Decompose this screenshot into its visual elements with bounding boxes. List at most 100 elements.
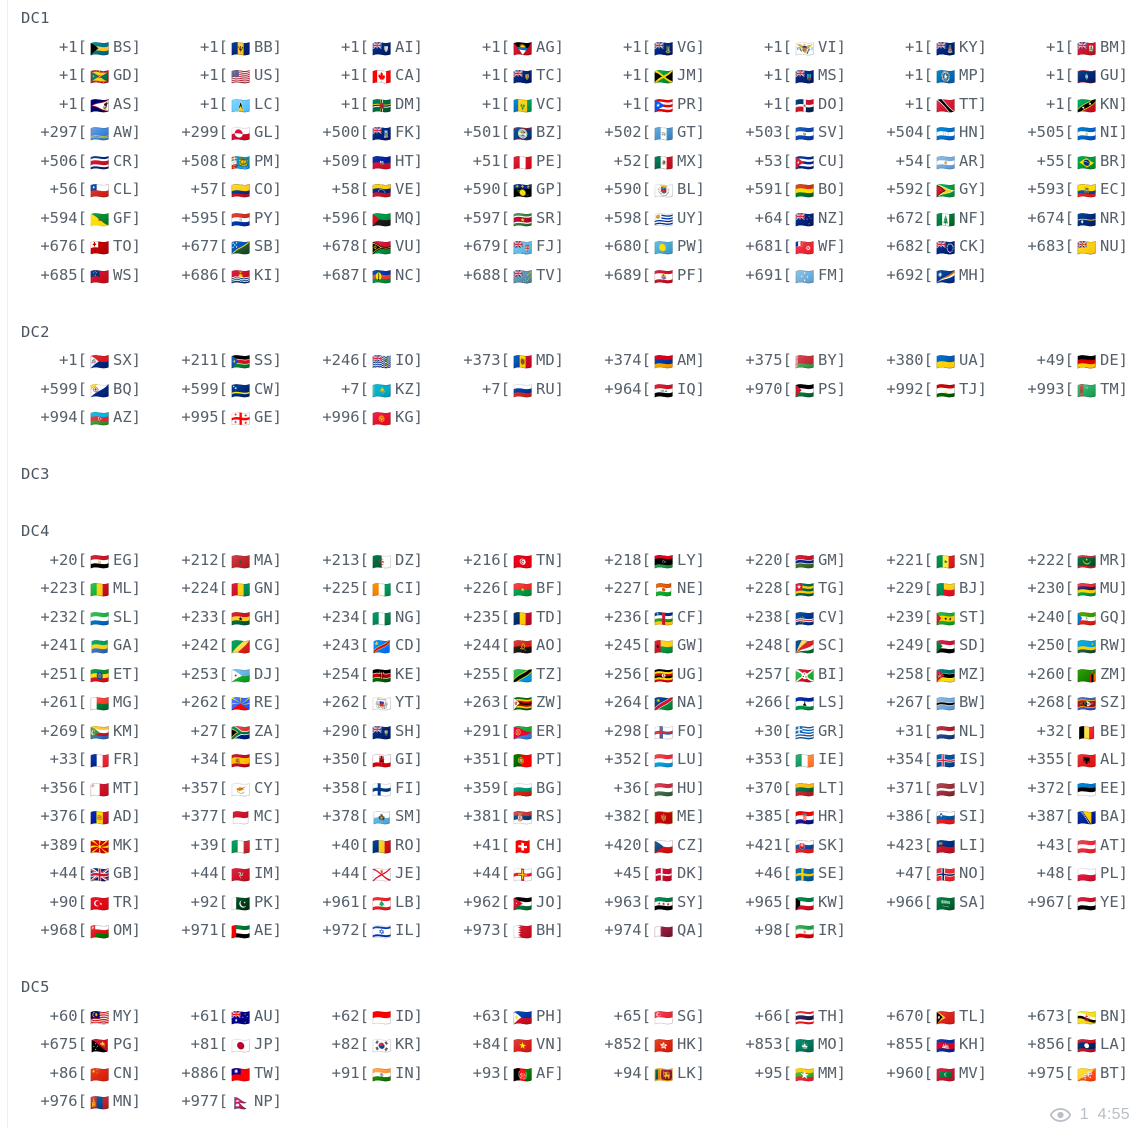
country-entry[interactable]: +39[🇮🇹IT] — [141, 831, 282, 860]
country-entry[interactable]: +502[🇬🇹GT] — [564, 118, 705, 147]
country-entry[interactable]: +599[🇨🇼CW] — [141, 375, 282, 404]
country-entry[interactable]: +355[🇦🇱AL] — [987, 745, 1128, 774]
country-entry[interactable]: +382[🇲🇪ME] — [564, 802, 705, 831]
country-entry[interactable]: +593[🇪🇨EC] — [987, 175, 1128, 204]
country-entry[interactable]: +66[🇹🇭TH] — [705, 1002, 846, 1031]
country-entry[interactable]: +267[🇧🇼BW] — [846, 688, 987, 717]
country-entry[interactable]: +90[🇹🇷TR] — [0, 888, 141, 917]
country-entry[interactable]: +48[🇵🇱PL] — [987, 859, 1128, 888]
country-entry[interactable]: +57[🇨🇴CO] — [141, 175, 282, 204]
country-entry[interactable]: +350[🇬🇮GI] — [282, 745, 423, 774]
country-entry[interactable]: +420[🇨🇿CZ] — [564, 831, 705, 860]
country-entry[interactable]: +672[🇳🇫NF] — [846, 204, 987, 233]
country-entry[interactable]: +242[🇨🇬CG] — [141, 631, 282, 660]
country-entry[interactable]: +33[🇫🇷FR] — [0, 745, 141, 774]
country-entry[interactable]: +64[🇳🇿NZ] — [705, 204, 846, 233]
country-entry[interactable]: +269[🇰🇲KM] — [0, 717, 141, 746]
country-entry[interactable]: +961[🇱🇧LB] — [282, 888, 423, 917]
country-entry[interactable]: +298[🇫🇴FO] — [564, 717, 705, 746]
country-entry[interactable]: +53[🇨🇺CU] — [705, 147, 846, 176]
country-entry[interactable]: +992[🇹🇯TJ] — [846, 375, 987, 404]
country-entry[interactable]: +358[🇫🇮FI] — [282, 774, 423, 803]
country-entry[interactable]: +1[🇩🇲DM] — [282, 90, 423, 119]
country-entry[interactable]: +993[🇹🇲TM] — [987, 375, 1128, 404]
country-entry[interactable]: +254[🇰🇪KE] — [282, 660, 423, 689]
country-entry[interactable]: +260[🇿🇲ZM] — [987, 660, 1128, 689]
country-entry[interactable]: +297[🇦🇼AW] — [0, 118, 141, 147]
country-entry[interactable]: +1[🇺🇸US] — [141, 61, 282, 90]
country-entry[interactable]: +974[🇶🇦QA] — [564, 916, 705, 945]
country-entry[interactable]: +98[🇮🇷IR] — [705, 916, 846, 945]
country-entry[interactable]: +246[🇮🇴IO] — [282, 346, 423, 375]
country-entry[interactable]: +44[🇯🇪JE] — [282, 859, 423, 888]
country-entry[interactable]: +211[🇸🇸SS] — [141, 346, 282, 375]
country-entry[interactable]: +43[🇦🇹AT] — [987, 831, 1128, 860]
country-entry[interactable]: +45[🇩🇰DK] — [564, 859, 705, 888]
country-entry[interactable]: +223[🇲🇱ML] — [0, 574, 141, 603]
country-entry[interactable]: +591[🇧🇴BO] — [705, 175, 846, 204]
country-entry[interactable]: +506[🇨🇷CR] — [0, 147, 141, 176]
country-entry[interactable]: +1[🇦🇮AI] — [282, 33, 423, 62]
country-entry[interactable]: +675[🇵🇬PG] — [0, 1030, 141, 1059]
country-entry[interactable]: +34[🇪🇸ES] — [141, 745, 282, 774]
country-entry[interactable]: +1[🇲🇸MS] — [705, 61, 846, 90]
country-entry[interactable]: +389[🇲🇰MK] — [0, 831, 141, 860]
country-entry[interactable]: +86[🇨🇳CN] — [0, 1059, 141, 1088]
country-entry[interactable]: +670[🇹🇱TL] — [846, 1002, 987, 1031]
country-entry[interactable]: +232[🇸🇱SL] — [0, 603, 141, 632]
country-entry[interactable]: +239[🇸🇹ST] — [846, 603, 987, 632]
country-entry[interactable]: +599[🇧🇶BQ] — [0, 375, 141, 404]
country-entry[interactable]: +1[🇹🇹TT] — [846, 90, 987, 119]
country-entry[interactable]: +263[🇿🇼ZW] — [423, 688, 564, 717]
country-entry[interactable]: +686[🇰🇮KI] — [141, 261, 282, 290]
country-entry[interactable]: +62[🇮🇩ID] — [282, 1002, 423, 1031]
country-entry[interactable]: +93[🇦🇫AF] — [423, 1059, 564, 1088]
country-entry[interactable]: +381[🇷🇸RS] — [423, 802, 564, 831]
country-entry[interactable]: +688[🇹🇻TV] — [423, 261, 564, 290]
country-entry[interactable]: +58[🇻🇪VE] — [282, 175, 423, 204]
country-entry[interactable]: +20[🇪🇬EG] — [0, 546, 141, 575]
country-entry[interactable]: +1[🇦🇬AG] — [423, 33, 564, 62]
country-entry[interactable]: +40[🇷🇴RO] — [282, 831, 423, 860]
country-entry[interactable]: +594[🇬🇫GF] — [0, 204, 141, 233]
country-entry[interactable]: +689[🇵🇫PF] — [564, 261, 705, 290]
country-entry[interactable]: +1[🇯🇲JM] — [564, 61, 705, 90]
country-entry[interactable]: +370[🇱🇹LT] — [705, 774, 846, 803]
country-entry[interactable]: +1[🇧🇲BM] — [987, 33, 1128, 62]
country-entry[interactable]: +1[🇹🇨TC] — [423, 61, 564, 90]
country-entry[interactable]: +678[🇻🇺VU] — [282, 232, 423, 261]
country-entry[interactable]: +970[🇵🇸PS] — [705, 375, 846, 404]
country-entry[interactable]: +1[🇨🇦CA] — [282, 61, 423, 90]
country-entry[interactable]: +243[🇨🇩CD] — [282, 631, 423, 660]
country-entry[interactable]: +63[🇵🇭PH] — [423, 1002, 564, 1031]
country-entry[interactable]: +357[🇨🇾CY] — [141, 774, 282, 803]
country-entry[interactable]: +964[🇮🇶IQ] — [564, 375, 705, 404]
country-entry[interactable]: +973[🇧🇭BH] — [423, 916, 564, 945]
country-entry[interactable]: +30[🇬🇷GR] — [705, 717, 846, 746]
country-entry[interactable]: +54[🇦🇷AR] — [846, 147, 987, 176]
country-entry[interactable]: +500[🇫🇰FK] — [282, 118, 423, 147]
country-entry[interactable]: +373[🇲🇩MD] — [423, 346, 564, 375]
country-entry[interactable]: +353[🇮🇪IE] — [705, 745, 846, 774]
country-entry[interactable]: +229[🇧🇯BJ] — [846, 574, 987, 603]
country-entry[interactable]: +290[🇸🇭SH] — [282, 717, 423, 746]
country-entry[interactable]: +372[🇪🇪EE] — [987, 774, 1128, 803]
country-entry[interactable]: +977[🇳🇵NP] — [141, 1087, 282, 1116]
country-entry[interactable]: +56[🇨🇱CL] — [0, 175, 141, 204]
country-entry[interactable]: +691[🇫🇲FM] — [705, 261, 846, 290]
country-entry[interactable]: +509[🇭🇹HT] — [282, 147, 423, 176]
country-entry[interactable]: +255[🇹🇿TZ] — [423, 660, 564, 689]
country-entry[interactable]: +1[🇬🇩GD] — [0, 61, 141, 90]
country-entry[interactable]: +976[🇲🇳MN] — [0, 1087, 141, 1116]
country-entry[interactable]: +378[🇸🇲SM] — [282, 802, 423, 831]
country-entry[interactable]: +51[🇵🇪PE] — [423, 147, 564, 176]
country-entry[interactable]: +965[🇰🇼KW] — [705, 888, 846, 917]
country-entry[interactable]: +852[🇭🇰HK] — [564, 1030, 705, 1059]
country-entry[interactable]: +244[🇦🇴AO] — [423, 631, 564, 660]
country-entry[interactable]: +1[🇸🇽SX] — [0, 346, 141, 375]
country-entry[interactable]: +380[🇺🇦UA] — [846, 346, 987, 375]
country-entry[interactable]: +221[🇸🇳SN] — [846, 546, 987, 575]
country-entry[interactable]: +250[🇷🇼RW] — [987, 631, 1128, 660]
country-entry[interactable]: +1[🇩🇴DO] — [705, 90, 846, 119]
country-entry[interactable]: +31[🇳🇱NL] — [846, 717, 987, 746]
